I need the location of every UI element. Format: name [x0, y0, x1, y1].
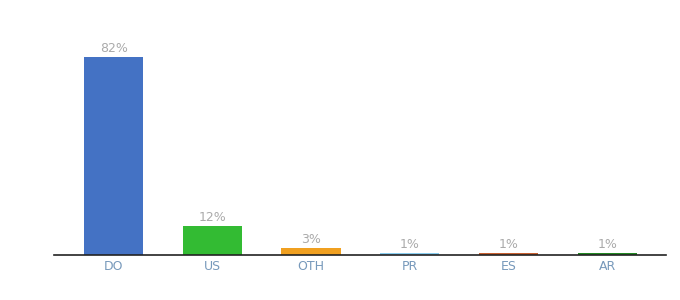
Bar [380, 253, 439, 255]
Text: 3%: 3% [301, 233, 321, 246]
Bar [183, 226, 242, 255]
Text: 82%: 82% [100, 42, 128, 55]
Bar [479, 253, 538, 255]
Text: 1%: 1% [597, 238, 617, 250]
Text: 1%: 1% [400, 238, 420, 250]
Text: 12%: 12% [199, 211, 226, 224]
Bar [84, 57, 143, 255]
Bar [577, 253, 636, 255]
Text: 1%: 1% [498, 238, 518, 250]
Bar [282, 248, 341, 255]
